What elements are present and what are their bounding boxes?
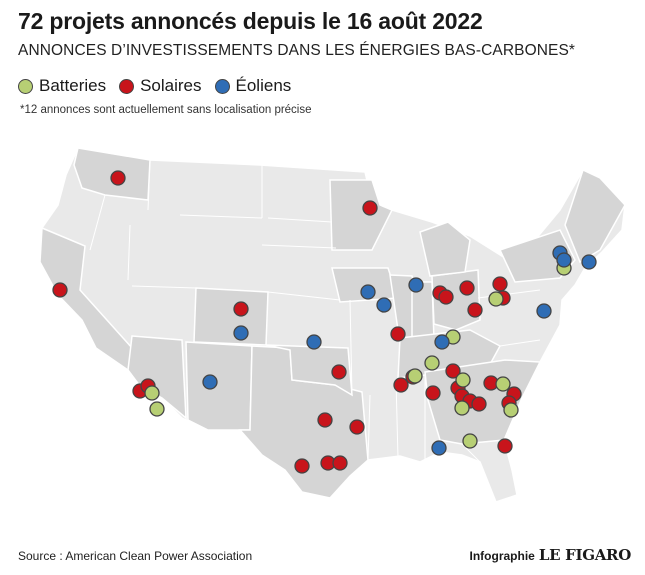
state-new-mexico [185,341,253,431]
wind-marker [556,252,572,268]
state-arizona [127,335,187,420]
battery-marker [407,368,423,384]
footnote: *12 annonces sont actuellement sans loca… [20,104,312,116]
state-borders [89,159,541,463]
source-note: Source : American Clean Power Associatio… [18,549,253,563]
usa-map [39,147,626,503]
wind-marker [581,254,597,270]
battery-marker-icon [18,78,33,94]
battery-marker [495,376,511,392]
state-new-england [564,168,626,264]
wind-marker [306,334,322,350]
battery-marker [488,291,504,307]
solar-marker [497,438,513,454]
state-minnesota [329,179,394,251]
solar-marker [393,377,409,393]
legend-item-battery: Batteries [18,76,106,96]
credit-label: Infographie [469,549,535,563]
wind-markers [202,245,597,456]
wind-marker-icon [214,78,230,94]
solar-marker [294,458,310,474]
solar-marker-icon [119,78,135,94]
legend-label-solar: Solaires [140,76,202,95]
wind-marker [360,284,376,300]
wind-marker [233,325,249,341]
le-figaro-logo: LE FIGARO [538,546,631,564]
solar-marker [349,419,365,435]
battery-marker [144,385,160,401]
solar-marker [331,364,347,380]
battery-marker [454,400,470,416]
legend-label-wind: Éoliens [235,76,292,95]
legend: Batteries Solaires Éoliens [18,76,304,96]
map-title: 72 projets annoncés depuis le 16 août 20… [18,8,483,34]
state-california [39,226,133,372]
battery-marker [424,355,440,371]
state-oklahoma [265,344,353,397]
solar-marker [492,276,508,292]
wind-marker [536,303,552,319]
solar-marker [438,289,454,305]
wind-marker [408,277,424,293]
battery-markers [144,260,572,449]
battery-marker [503,402,519,418]
solar-marker [362,200,378,216]
state-colorado [193,287,269,346]
solar-marker [445,363,461,379]
wind-marker [431,440,447,456]
wind-marker [376,297,392,313]
solar-marker [390,326,406,342]
battery-marker [462,433,478,449]
legend-item-solar: Solaires [119,76,202,96]
legend-item-wind: Éoliens [214,76,292,96]
solar-marker [332,455,348,471]
wind-marker [202,374,218,390]
battery-marker [149,401,165,417]
map-subtitle: ANNONCES D’INVESTISSEMENTS DANS LES ÉNER… [18,42,576,59]
battery-marker [455,372,471,388]
solar-marker [52,282,68,298]
credit: Infographie LE FIGARO [470,546,632,564]
solar-marker [459,280,475,296]
project-markers [52,170,597,474]
solar-marker [233,301,249,317]
solar-marker [317,412,333,428]
solar-marker [471,396,487,412]
legend-label-battery: Batteries [39,76,107,95]
solar-marker [425,385,441,401]
solar-marker [110,170,126,186]
state-michigan [419,221,471,277]
wind-marker [434,334,450,350]
solar-marker [467,302,483,318]
